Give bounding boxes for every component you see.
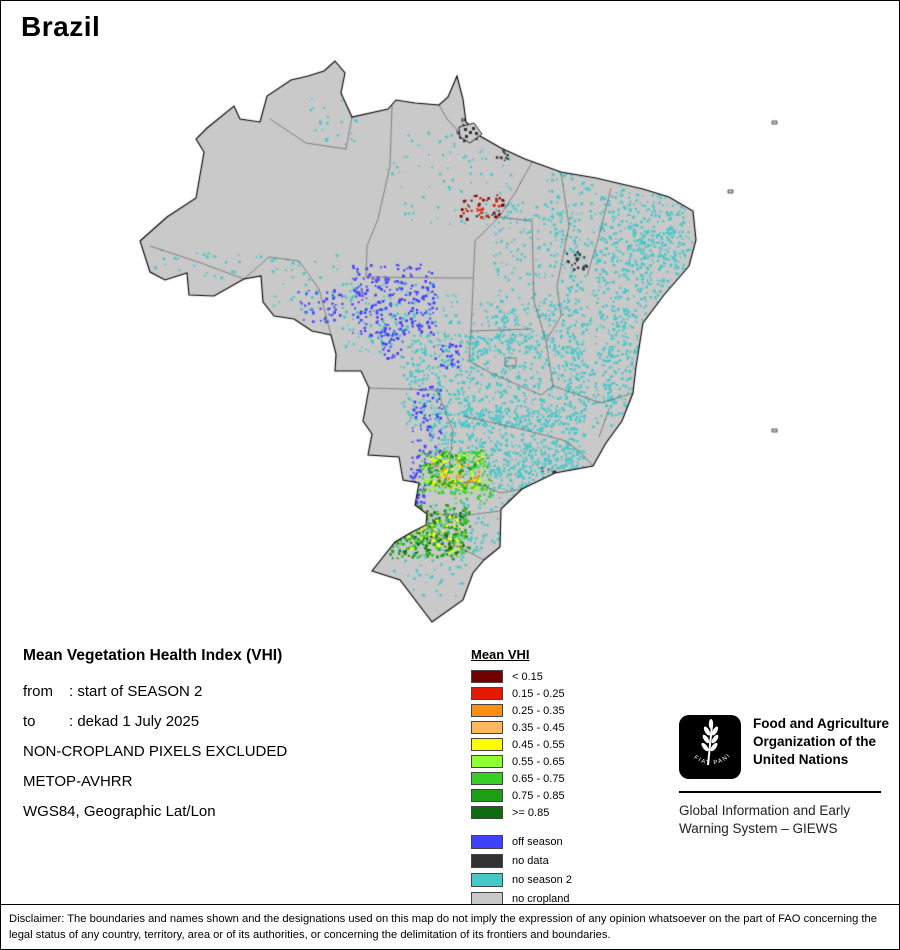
legend-swatch <box>471 772 503 785</box>
legend-swatch <box>471 873 503 887</box>
wheat-icon <box>701 719 719 766</box>
legend-label: 0.25 - 0.35 <box>512 704 565 717</box>
legend-swatch <box>471 755 503 768</box>
legend-swatch <box>471 721 503 734</box>
legend-label: 0.15 - 0.25 <box>512 687 565 700</box>
fao-org-name: Food and Agriculture Organization of the… <box>753 716 889 768</box>
fao-attribution: FIAT PANIS Food and Agriculture Organiza… <box>679 715 891 838</box>
map-info-from: from : start of SEASON 2 <box>23 683 287 701</box>
legend-label: no data <box>512 855 549 867</box>
legend-label: 0.65 - 0.75 <box>512 772 565 785</box>
legend-title: Mean VHI <box>471 647 530 662</box>
legend-item: 0.35 - 0.45 <box>471 721 572 734</box>
brazil-vhi-map <box>1 1 899 661</box>
page-title: Brazil <box>21 11 101 42</box>
disclaimer-text: Disclaimer: The boundaries and names sho… <box>1 903 899 949</box>
info-value: : dekad 1 July 2025 <box>69 713 200 730</box>
legend-label: off season <box>512 836 563 848</box>
legend-label: 0.75 - 0.85 <box>512 789 565 802</box>
giews-label: Global Information and Early Warning Sys… <box>679 803 851 837</box>
legend: Mean VHI < 0.15 0.15 - 0.25 0.25 - 0.35 0.3… <box>471 647 572 911</box>
legend-vhi-classes: < 0.15 0.15 - 0.25 0.25 - 0.35 0.35 - 0.45 0… <box>471 670 572 819</box>
legend-label: 0.55 - 0.65 <box>512 755 565 768</box>
legend-label: >= 0.85 <box>512 806 550 819</box>
legend-swatch <box>471 738 503 751</box>
legend-item: no cropland <box>471 892 572 906</box>
legend-item: 0.55 - 0.65 <box>471 755 572 768</box>
fao-logo: FIAT PANIS <box>679 715 741 779</box>
legend-swatch <box>471 704 503 717</box>
legend-swatch <box>471 687 503 700</box>
legend-swatch <box>471 835 503 849</box>
legend-item: no data <box>471 854 572 868</box>
legend-label: no cropland <box>512 893 570 905</box>
legend-item: 0.45 - 0.55 <box>471 738 572 751</box>
legend-label: no season 2 <box>512 874 572 886</box>
legend-swatch <box>471 789 503 802</box>
map-info-line: METOP-AVHRR <box>23 773 133 790</box>
info-label: to <box>23 713 36 730</box>
legend-item: < 0.15 <box>471 670 572 683</box>
legend-item: 0.65 - 0.75 <box>471 772 572 785</box>
map-info-block: Mean Vegetation Health Index (VHI) from … <box>23 647 287 833</box>
legend-swatch <box>471 806 503 819</box>
legend-swatch <box>471 670 503 683</box>
fao-divider <box>679 791 881 793</box>
legend-label: 0.35 - 0.45 <box>512 721 565 734</box>
legend-swatch <box>471 854 503 868</box>
legend-item: 0.75 - 0.85 <box>471 789 572 802</box>
legend-item: off season <box>471 835 572 849</box>
legend-item: 0.25 - 0.35 <box>471 704 572 717</box>
legend-label: 0.45 - 0.55 <box>512 738 565 751</box>
legend-item: 0.15 - 0.25 <box>471 687 572 700</box>
legend-categories: off season no data no season 2 no cropland <box>471 835 572 906</box>
map-info-to: to : dekad 1 July 2025 <box>23 713 287 731</box>
map-info-line: NON-CROPLAND PIXELS EXCLUDED <box>23 743 288 760</box>
legend-item: >= 0.85 <box>471 806 572 819</box>
legend-item: no season 2 <box>471 873 572 887</box>
info-label: from <box>23 683 53 700</box>
legend-label: < 0.15 <box>512 670 543 683</box>
info-value: : start of SEASON 2 <box>69 683 203 700</box>
map-info-line: WGS84, Geographic Lat/Lon <box>23 803 216 820</box>
map-info-heading: Mean Vegetation Health Index (VHI) <box>23 647 283 664</box>
